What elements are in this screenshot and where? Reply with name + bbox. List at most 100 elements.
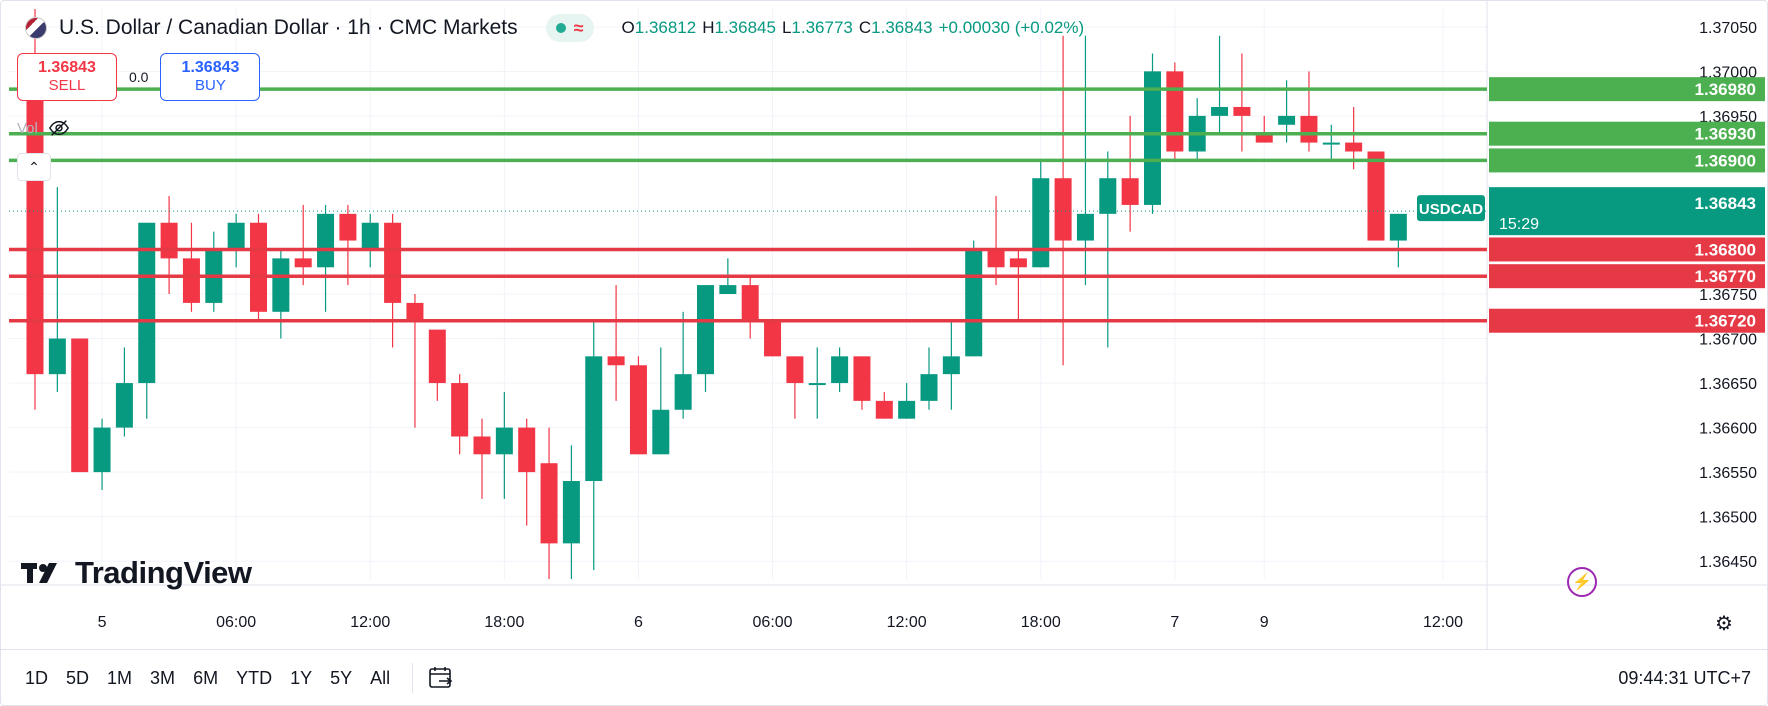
ohlc-values: O1.36812 H1.36845 L1.36773 C1.36843 +0.00030… [622,18,1085,38]
symbol-tag-label: USDCAD [1419,201,1483,218]
range-button-1y[interactable]: 1Y [290,667,313,688]
candle-body[interactable] [987,249,1005,268]
candle-body[interactable] [93,427,111,473]
range-button-1m[interactable]: 1M [107,667,133,688]
candle-body[interactable] [138,222,156,384]
level-price-tag [1489,264,1765,289]
range-button-ytd[interactable]: YTD [236,667,273,688]
collapse-legend-button[interactable]: ⌃ [17,153,51,181]
candle-body[interactable] [227,222,245,250]
candle-body[interactable] [1009,258,1027,268]
candle-body[interactable] [562,481,580,544]
candle-body[interactable] [182,258,200,303]
buy-button[interactable]: 1.36843 BUY [160,53,261,101]
range-button-3m[interactable]: 3M [150,667,176,688]
candle-body[interactable] [272,258,290,312]
candle-body[interactable] [652,409,670,455]
candle-body[interactable] [875,400,893,419]
candle-body[interactable] [1233,106,1251,116]
candle-body[interactable] [1166,71,1184,152]
candle-body[interactable] [518,427,536,473]
clock-timezone[interactable]: 09:44:31 UTC+7 [1618,667,1751,688]
ohlc-value: +0.00030 (+0.02%) [938,18,1085,37]
candle-body[interactable] [26,53,44,375]
candle-body[interactable] [853,356,871,401]
candle-body[interactable] [1076,213,1094,241]
candle-body[interactable] [160,222,178,259]
hide-eye-icon[interactable] [48,117,70,139]
level-price-label: 1.36900 [1695,151,1756,170]
buy-price: 1.36843 [181,59,240,76]
candle-body[interactable] [1278,115,1296,125]
candle-body[interactable] [898,400,916,419]
candle-body[interactable] [115,383,133,428]
candle-body[interactable] [451,383,469,437]
candle-body[interactable] [1211,106,1229,116]
x-tick-label: 06:00 [216,614,256,631]
sell-button[interactable]: 1.36843 SELL [17,53,117,101]
candle-body[interactable] [697,285,714,375]
bolt-icon[interactable]: ⚡ [1567,567,1597,597]
candle-body[interactable] [250,222,267,312]
candle-body[interactable] [1389,213,1407,241]
candle-body[interactable] [965,249,983,357]
candle-body[interactable] [1300,115,1318,143]
candle-body[interactable] [1345,142,1363,152]
candle-body[interactable] [1255,133,1273,143]
range-button-5y[interactable]: 5Y [330,667,353,688]
market-status-badge[interactable]: ≈ [545,14,594,42]
symbol-title[interactable]: U.S. Dollar / Canadian Dollar · 1h · CMC… [59,16,518,39]
candle-body[interactable] [808,383,826,386]
candle-body[interactable] [764,320,782,357]
candle-body[interactable] [1054,178,1072,241]
range-button-5d[interactable]: 5D [66,667,90,688]
range-button-6m[interactable]: 6M [193,667,219,688]
candle-body[interactable] [719,285,737,294]
candle-body[interactable] [339,213,357,241]
candle-body[interactable] [540,463,558,544]
tradingview-logo-text: TradingView [75,555,252,590]
gear-icon[interactable]: ⚙ [1715,613,1733,635]
candle-body[interactable] [1322,142,1340,145]
candle-body[interactable] [629,365,647,455]
candle-body[interactable] [1121,178,1139,205]
calendar-goto-icon[interactable] [427,664,455,692]
candle-body[interactable] [607,356,625,366]
candle-body[interactable] [1144,71,1161,205]
chart-canvas[interactable]: 1.37050 1.37000 1.36950 1.36750 1.36700 1.366… [1,1,1767,649]
y-tick-label: 1.36650 [1699,376,1757,393]
candle-body[interactable] [741,285,759,321]
candle-body[interactable] [942,356,960,375]
x-tick-label: 12:00 [1423,614,1463,631]
sell-price: 1.36843 [38,59,96,76]
candle-body[interactable] [585,356,603,482]
ohlc-item: H1.36845 [702,18,776,38]
candle-body[interactable] [1367,151,1385,241]
range-button-all[interactable]: All [370,667,391,688]
candle-body[interactable] [48,338,66,375]
trade-panel: 1.36843 SELL 0.0 1.36843 BUY [17,53,261,101]
candle-body[interactable] [384,222,402,303]
ohlc-value: 1.36843 [871,18,933,37]
candle-body[interactable] [361,222,379,250]
x-tick-label: 7 [1170,614,1179,631]
range-button-1d[interactable]: 1D [25,667,49,688]
candle-body[interactable] [920,374,938,401]
candle-body[interactable] [495,427,513,455]
candle-body[interactable] [831,356,849,384]
symbol-tag [1417,195,1485,222]
candle-body[interactable] [317,213,335,268]
candle-body[interactable] [1099,178,1117,214]
ohlc-item: O1.36812 [622,18,697,38]
candle-body[interactable] [71,338,89,473]
candle-body[interactable] [406,302,424,321]
candle-body[interactable] [294,258,312,268]
candle-body[interactable] [786,356,804,384]
candle-body[interactable] [1032,178,1050,268]
x-tick-label: 9 [1260,614,1269,631]
candle-body[interactable] [674,374,692,410]
x-tick-label: 12:00 [887,614,927,631]
candle-body[interactable] [473,436,491,455]
candle-body[interactable] [428,329,446,384]
bottom-toolbar: 1D 5D 1M 3M 6M YTD 1Y 5Y All 09:44:31 UTC+7 [1,649,1767,705]
